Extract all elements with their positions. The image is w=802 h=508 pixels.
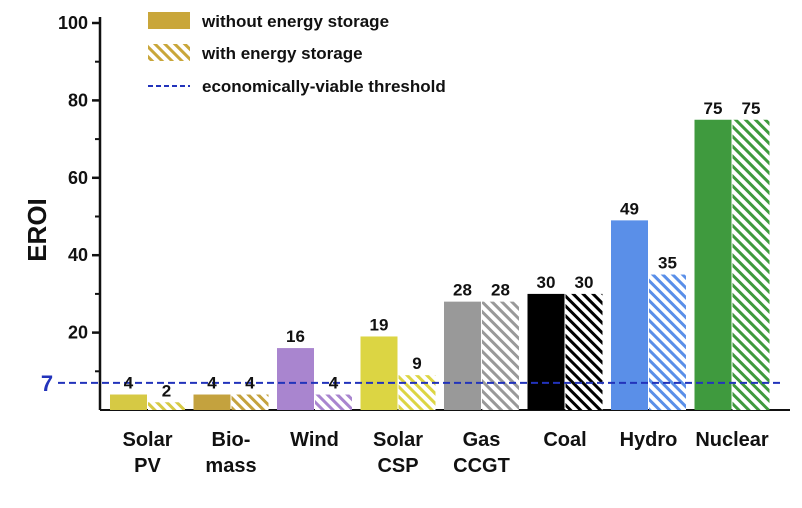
y-tick-label: 20 [68,323,88,343]
category-label: CCGT [453,455,510,477]
bar-with-storage [398,375,436,410]
bar-value-label: 28 [453,281,472,300]
labels: 4 2 Solar PV 4 4 Bio-mass 16 4 Wind 19 9 Solar CSP 28 2… [122,99,768,477]
bar-value-label: 28 [491,281,510,300]
bars [110,119,770,410]
category-label: CSP [377,455,418,477]
bar-value-label: 4 [124,374,134,393]
bar-without-storage [110,394,147,410]
bar-value-label: 30 [537,273,556,292]
bar-without-storage [360,336,398,410]
bar-with-storage [482,301,519,410]
legend-label-with-storage: with energy storage [201,44,363,63]
category-label: Hydro [620,429,678,451]
bar-value-label: 4 [329,374,339,393]
category-label: Gas [463,429,501,451]
bar-value-label: 75 [742,99,761,118]
bar-with-storage [649,274,686,410]
legend-swatch-with-storage [148,44,190,61]
bar-without-storage [611,220,648,410]
y-tick-label: 100 [58,13,88,33]
bar-value-label: 30 [575,273,594,292]
bar-without-storage [444,301,481,410]
y-tick-label: 80 [68,90,88,110]
category-label: Wind [290,429,339,451]
bar-with-storage [732,119,770,410]
category-label: mass [205,455,256,477]
bar-without-storage [193,394,231,410]
legend: without energy storage with energy storag… [148,12,446,96]
y-tick-label: 40 [68,245,88,265]
bar-value-label: 4 [207,374,217,393]
bar-value-label: 75 [704,99,723,118]
bar-value-label: 35 [658,254,677,273]
bar-with-storage [148,402,185,410]
bar-without-storage [527,293,565,410]
category-label: Solar [122,429,172,451]
bar-with-storage [315,394,352,410]
category-label: Coal [543,429,586,451]
bar-without-storage [694,119,732,410]
bar-value-label: 49 [620,199,639,218]
bar-value-label: 4 [245,374,255,393]
legend-label-threshold: economically-viable threshold [202,77,446,96]
category-label: PV [134,455,161,477]
threshold-value-label: 7 [41,371,53,396]
category-label: Solar [373,429,423,451]
bar-with-storage [565,293,603,410]
bar-value-label: 2 [162,381,171,400]
y-axis-label: EROI [22,198,52,262]
y-tick-label: 60 [68,168,88,188]
bar-without-storage [277,348,314,410]
threshold-line-group: 7 [41,371,780,396]
legend-label-without-storage: without energy storage [201,12,389,31]
bar-with-storage [231,394,269,410]
bar-value-label: 19 [370,315,389,334]
category-label: Nuclear [695,429,769,451]
legend-swatch-without-storage [148,12,190,29]
bar-value-label: 9 [412,354,421,373]
bar-value-label: 16 [286,327,305,346]
category-label: Bio- [212,429,251,451]
